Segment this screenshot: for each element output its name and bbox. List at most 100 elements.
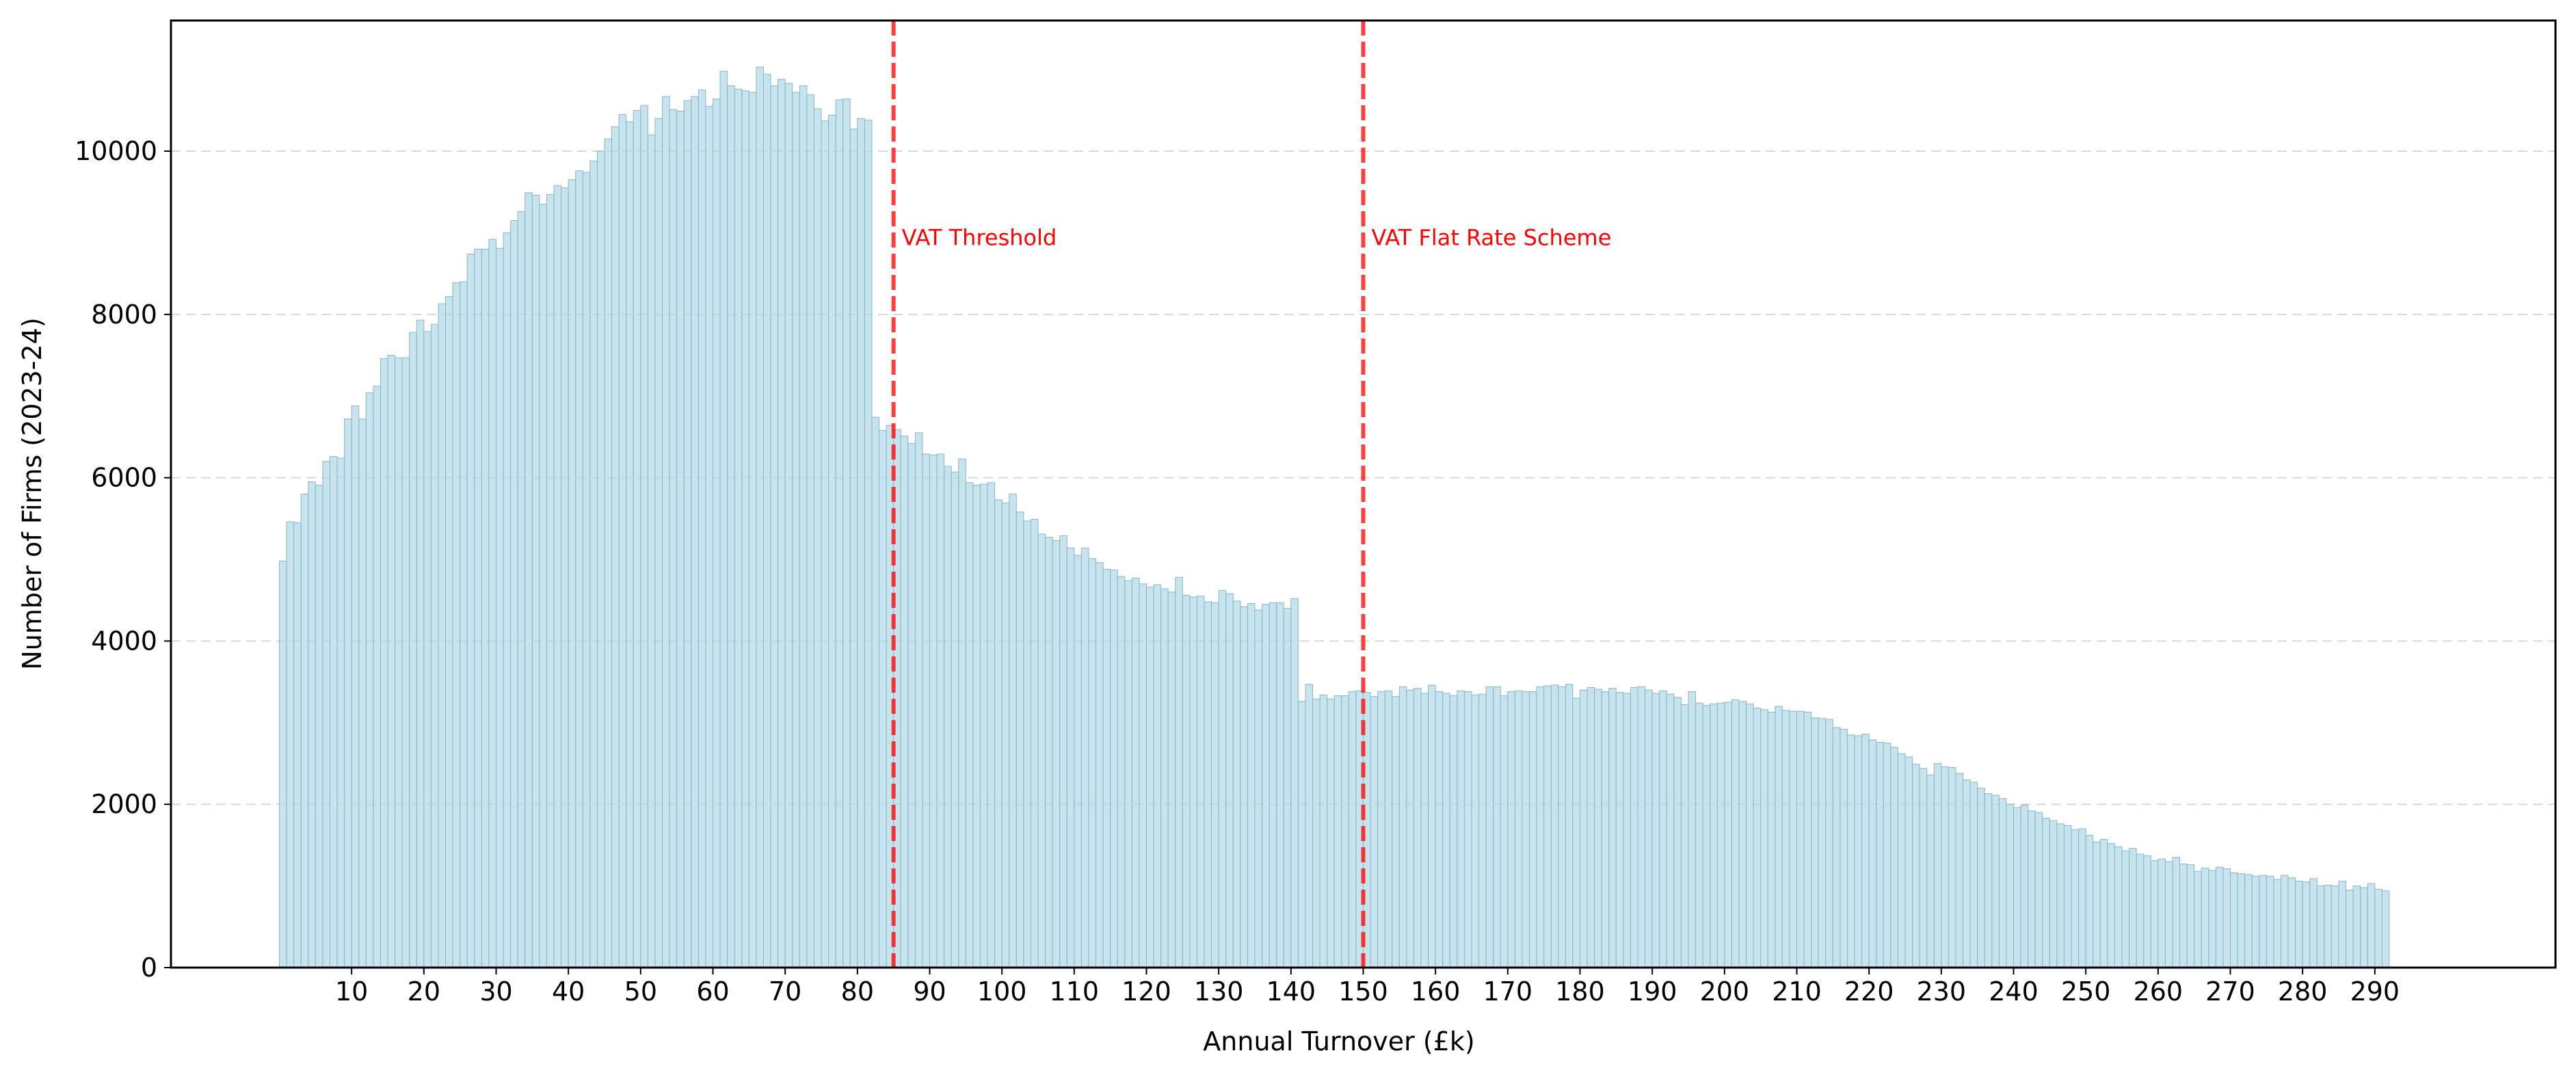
x-tick-label: 170 <box>1483 976 1533 1007</box>
histogram-bar <box>2013 807 2021 968</box>
histogram-bar <box>517 211 526 968</box>
histogram-bar <box>792 92 800 968</box>
histogram-bar <box>734 88 743 968</box>
x-tick-label: 120 <box>1121 976 1171 1007</box>
x-tick-label: 30 <box>479 976 512 1007</box>
histogram-bar <box>2266 875 2274 968</box>
histogram-bar <box>1312 698 1320 968</box>
histogram-bar <box>770 85 779 968</box>
histogram-bar <box>575 170 583 968</box>
histogram-bar <box>539 204 547 968</box>
histogram-bar <box>654 118 663 968</box>
histogram-bar <box>683 100 692 968</box>
histogram-bar <box>1290 598 1299 968</box>
histogram-bar <box>828 115 836 968</box>
histogram-bar <box>1124 580 1132 968</box>
histogram-bar <box>1796 710 1805 968</box>
histogram-bar <box>553 185 562 968</box>
histogram-bar <box>1825 719 1833 968</box>
x-tick-label: 190 <box>1628 976 1677 1007</box>
histogram-bar <box>1030 519 1039 968</box>
histogram-bar <box>1182 595 1191 968</box>
histogram-bar <box>1406 689 1414 968</box>
histogram-bar <box>727 85 735 968</box>
histogram-bar <box>1651 693 1660 968</box>
histogram-bar <box>1803 711 1812 968</box>
histogram-bar <box>1550 684 1559 968</box>
histogram-bar <box>857 118 865 968</box>
histogram-bar <box>329 456 338 968</box>
histogram-bar <box>286 521 295 968</box>
histogram-bar <box>1695 702 1703 968</box>
histogram-bar <box>835 99 844 968</box>
histogram-bar <box>886 425 894 968</box>
histogram-bar <box>647 134 656 968</box>
histogram-bar <box>2078 828 2086 968</box>
histogram-bar <box>2150 860 2159 968</box>
histogram-bar <box>1204 601 1212 968</box>
histogram-bar <box>994 499 1002 968</box>
histogram-bar <box>1760 709 1768 968</box>
histogram-bar <box>1001 503 1010 968</box>
histogram-bar <box>445 296 453 968</box>
histogram-bar <box>582 172 591 968</box>
histogram-bar <box>965 482 974 968</box>
histogram-bar <box>2244 874 2253 968</box>
x-tick-label: 50 <box>624 976 657 1007</box>
histogram-bar <box>1392 696 1400 968</box>
histogram-bar <box>972 484 981 968</box>
histogram-bar <box>936 453 945 968</box>
histogram-bar <box>2215 866 2224 968</box>
histogram-bar <box>2280 875 2289 968</box>
histogram-bar <box>1861 734 1870 968</box>
histogram-bar <box>351 405 360 968</box>
histogram-bar <box>1500 695 1509 968</box>
histogram-bar <box>2201 867 2209 968</box>
histogram-bar <box>1117 576 1126 968</box>
x-tick-label: 290 <box>2350 976 2400 1007</box>
histogram-bar <box>1052 540 1061 968</box>
histogram-bar <box>958 458 966 968</box>
x-axis-ticks: 10 20 30 40 50 60 70 80 90 100 110 120 130 140 150 160 1… <box>335 968 2400 1007</box>
histogram-bar <box>1991 795 2000 968</box>
x-tick-label: 10 <box>335 976 368 1007</box>
histogram-bar <box>2352 886 2361 968</box>
histogram-bar <box>315 484 323 968</box>
histogram-bar <box>503 232 512 968</box>
histogram-bar <box>1731 699 1740 968</box>
x-tick-label: 260 <box>2134 976 2183 1007</box>
x-tick-label: 230 <box>1917 976 1967 1007</box>
histogram-bar <box>589 160 598 968</box>
histogram-bar <box>713 98 721 968</box>
histogram-bar <box>1167 591 1176 968</box>
histogram-bar <box>1196 596 1205 968</box>
histogram-bar <box>604 138 613 968</box>
histogram-bar <box>806 94 814 968</box>
histogram-bar <box>2222 868 2231 968</box>
histogram-bar <box>2309 878 2318 968</box>
histogram-bar <box>1283 608 1292 968</box>
histogram-bar <box>1449 695 1458 968</box>
histogram-bar <box>395 357 403 968</box>
histogram-bar <box>1009 494 1017 968</box>
histogram-bar <box>1659 690 1667 968</box>
histogram-bar <box>944 466 952 968</box>
histogram-bar <box>1637 686 1646 968</box>
histogram-bar <box>1522 691 1530 968</box>
histogram-bar <box>2374 888 2382 968</box>
histogram-bar <box>1463 691 1472 968</box>
histogram-bar <box>2107 843 2115 968</box>
histogram-bar <box>438 303 447 968</box>
histogram-bar <box>2085 835 2094 968</box>
histogram-bar <box>2093 841 2101 968</box>
histogram-bar <box>2273 879 2281 968</box>
histogram-bar <box>951 471 959 968</box>
histogram-bar <box>1781 710 1790 968</box>
histogram-bar <box>633 109 641 968</box>
histogram-bar <box>546 194 555 968</box>
histogram-bar <box>1933 763 1942 968</box>
histogram-bar <box>1897 753 1906 968</box>
histogram-bar <box>2259 875 2267 968</box>
histogram-bar <box>1876 741 1884 968</box>
histogram-bar <box>1319 694 1328 968</box>
